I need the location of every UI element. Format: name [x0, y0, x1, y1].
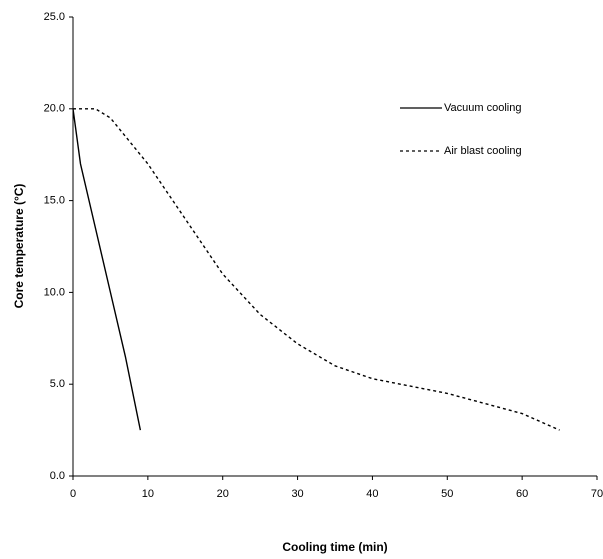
x-tick-label: 30 — [291, 488, 303, 500]
y-axis-title: Core temperature (°C) — [12, 184, 26, 309]
x-tick-label: 60 — [516, 488, 528, 500]
data-line — [73, 108, 560, 431]
x-tick-label: 10 — [142, 488, 154, 500]
y-tick-label: 25.0 — [44, 11, 65, 23]
x-tick-label: 40 — [366, 488, 378, 500]
y-tick-label: 0.0 — [50, 470, 65, 482]
x-tick-label: 70 — [591, 488, 603, 500]
x-tick-label: 50 — [441, 488, 453, 500]
x-axis-title: Cooling time (min) — [282, 540, 387, 554]
y-tick-label: 5.0 — [50, 378, 65, 390]
y-tick-label: 10.0 — [44, 286, 65, 298]
legend-label: Air blast cooling — [444, 145, 522, 157]
x-tick-label: 20 — [217, 488, 229, 500]
y-tick-label: 20.0 — [44, 103, 65, 115]
x-tick-label: 0 — [70, 488, 76, 500]
data-line — [72, 108, 142, 431]
legend-label: Vacuum cooling — [444, 102, 521, 114]
y-tick-label: 15.0 — [44, 195, 65, 207]
